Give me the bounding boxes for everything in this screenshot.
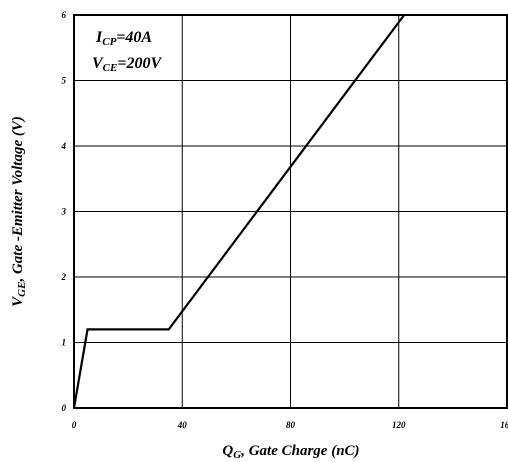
y-tick-label: 5 xyxy=(62,76,67,86)
y-axis-label: VGE, Gate -Emitter Voltage (V) xyxy=(10,116,28,307)
tick-labels: 0 40 80 120 160 0 1 2 3 4 5 6 xyxy=(61,10,508,430)
annotation-voltage: VCE=200V xyxy=(92,55,162,74)
x-tick-label: 80 xyxy=(286,420,296,430)
y-tick-label: 0 xyxy=(62,403,67,413)
annotation-current: ICP=40A xyxy=(95,29,152,48)
x-tick-label: 40 xyxy=(177,420,188,430)
y-tick-label: 1 xyxy=(62,338,67,348)
y-tick-label: 4 xyxy=(61,141,67,151)
gridlines xyxy=(74,15,507,408)
y-tick-label: 6 xyxy=(62,10,67,20)
x-tick-label: 0 xyxy=(72,420,77,430)
x-axis-label: QG, Gate Charge (nC) xyxy=(222,443,359,461)
x-tick-label: 160 xyxy=(500,420,508,430)
y-tick-label: 2 xyxy=(61,272,67,282)
y-tick-label: 3 xyxy=(61,207,67,217)
series-group xyxy=(72,14,406,409)
gate-charge-curve xyxy=(72,14,406,409)
x-tick-label: 120 xyxy=(392,420,406,430)
